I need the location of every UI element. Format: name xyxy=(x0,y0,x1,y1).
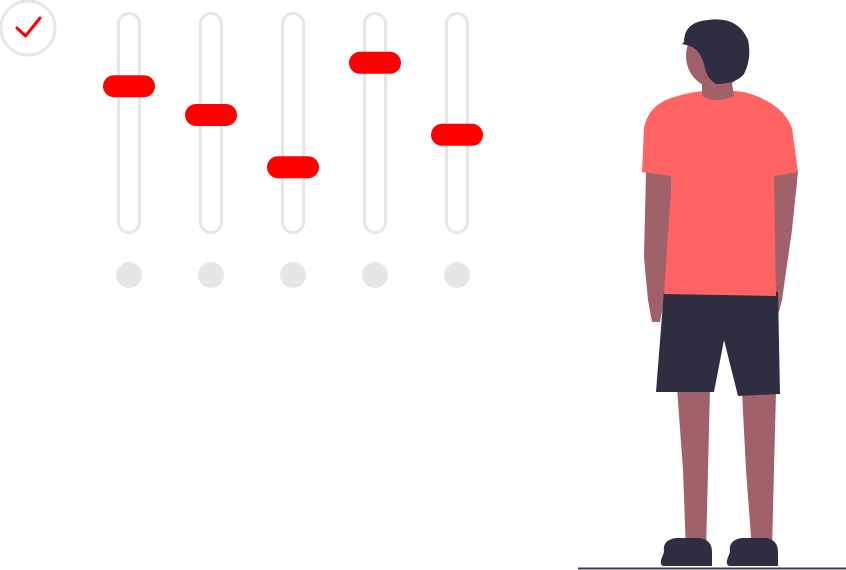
slider-track[interactable] xyxy=(281,12,305,234)
right-leg xyxy=(742,392,776,550)
check-badge[interactable] xyxy=(0,0,57,57)
slider-4[interactable] xyxy=(349,12,401,289)
slider-1[interactable] xyxy=(103,12,155,289)
slider-indicator-dot xyxy=(116,262,142,288)
right-shoe xyxy=(726,538,778,566)
shirt xyxy=(642,90,798,296)
slider-handle[interactable] xyxy=(103,75,155,98)
slider-group xyxy=(103,12,483,289)
person-illustration xyxy=(642,19,798,566)
left-shoe xyxy=(660,538,712,566)
slider-handle[interactable] xyxy=(349,51,401,74)
slider-3[interactable] xyxy=(267,12,319,289)
slider-indicator-dot xyxy=(362,262,388,288)
shorts xyxy=(656,290,780,396)
left-leg xyxy=(677,388,710,552)
slider-5[interactable] xyxy=(431,12,483,289)
slider-indicator-dot xyxy=(444,262,470,288)
slider-track[interactable] xyxy=(445,12,469,234)
hair xyxy=(682,19,750,84)
slider-2[interactable] xyxy=(185,12,237,289)
slider-track[interactable] xyxy=(363,12,387,234)
check-icon xyxy=(15,16,42,38)
slider-indicator-dot xyxy=(280,262,306,288)
slider-track[interactable] xyxy=(117,12,141,234)
slider-handle[interactable] xyxy=(431,123,483,146)
slider-indicator-dot xyxy=(198,262,224,288)
check-badge-circle xyxy=(0,0,57,57)
slider-handle[interactable] xyxy=(185,104,237,126)
slider-handle[interactable] xyxy=(267,156,319,179)
